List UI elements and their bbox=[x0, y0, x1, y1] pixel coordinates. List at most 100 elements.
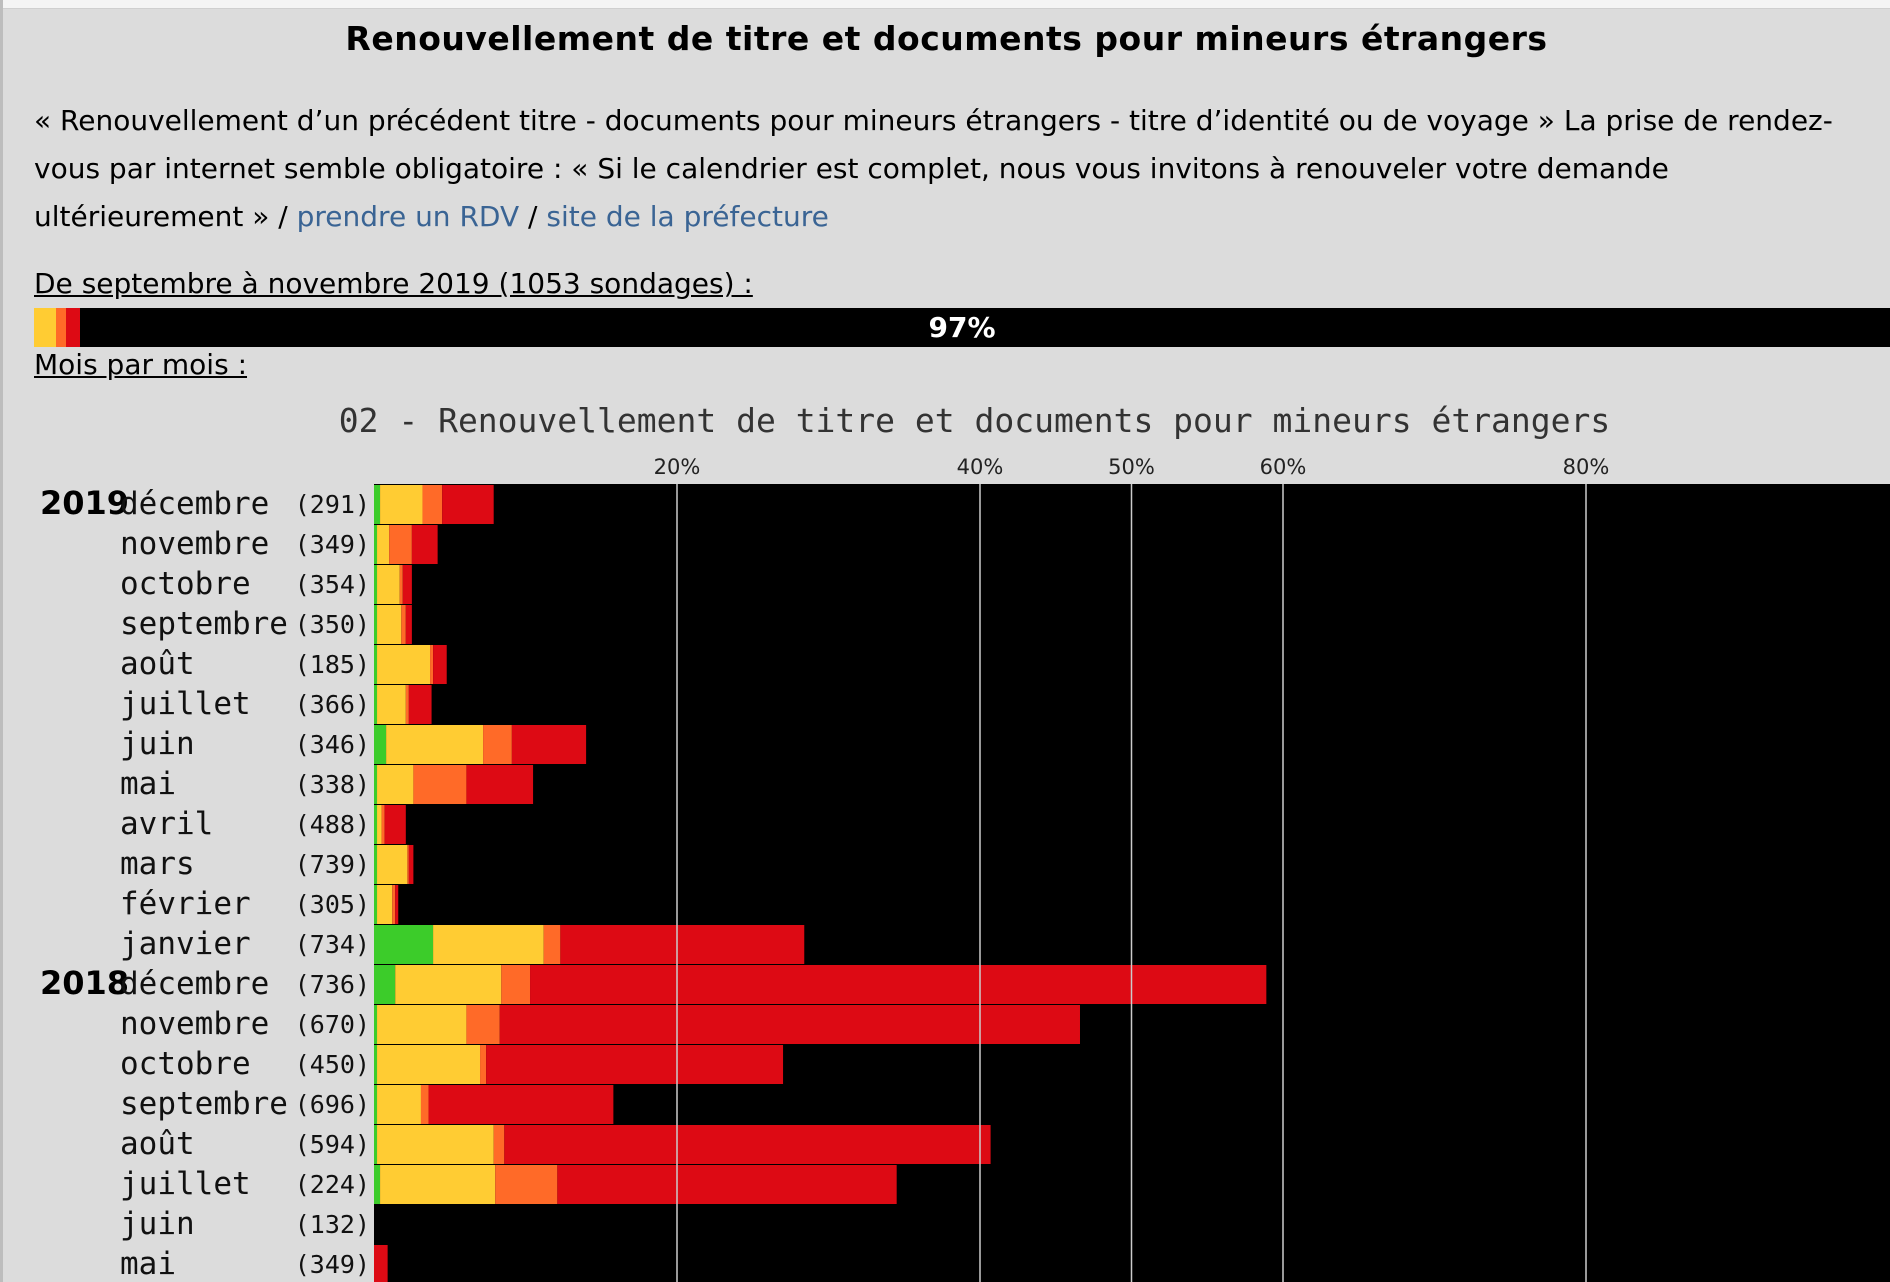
month-label: août bbox=[120, 1126, 195, 1162]
bar-segment-yellow bbox=[377, 805, 382, 844]
bar-segment-orange bbox=[422, 485, 443, 524]
bar-segment-orange bbox=[480, 1045, 487, 1084]
window-left-edge bbox=[0, 0, 3, 1282]
bar-segment-green bbox=[374, 565, 378, 604]
bar-segment-green bbox=[374, 1045, 378, 1084]
summary-segment bbox=[65, 308, 81, 347]
bar-segment-yellow bbox=[386, 725, 484, 764]
bar-segment-orange bbox=[501, 965, 531, 1004]
count-label: (349) bbox=[295, 530, 370, 559]
month-label: septembre bbox=[120, 606, 288, 642]
count-label: (291) bbox=[295, 490, 370, 519]
count-label: (349) bbox=[295, 1250, 370, 1279]
bar-segment-green bbox=[374, 765, 378, 804]
bar-segment-red bbox=[486, 1045, 784, 1084]
count-label: (132) bbox=[295, 1210, 370, 1239]
bar-segment-yellow bbox=[377, 605, 402, 644]
bar-segment-yellow bbox=[377, 1085, 421, 1124]
bar-segment-red bbox=[405, 605, 412, 644]
description-paragraph: « Renouvellement d’un précédent titre - … bbox=[34, 97, 1864, 241]
month-label: juillet bbox=[120, 1166, 251, 1202]
bar-segment-orange bbox=[483, 725, 512, 764]
month-label: décembre bbox=[120, 486, 269, 522]
bar-segment-yellow bbox=[433, 925, 544, 964]
summary-label: De septembre à novembre 2019 (1053 sonda… bbox=[34, 267, 753, 300]
bar-segment-green bbox=[374, 685, 378, 724]
bar-segment-orange bbox=[399, 565, 403, 604]
bar-segment-green bbox=[374, 1125, 378, 1164]
bar-segment-yellow bbox=[380, 1165, 496, 1204]
month-label: janvier bbox=[120, 926, 251, 962]
count-label: (305) bbox=[295, 890, 370, 919]
bar-segment-green bbox=[374, 925, 434, 964]
month-label: mai bbox=[120, 1246, 176, 1282]
bar-segment-green bbox=[374, 885, 378, 924]
month-label: juin bbox=[120, 1206, 195, 1242]
month-label: octobre bbox=[120, 1046, 251, 1082]
count-label: (338) bbox=[295, 770, 370, 799]
bar-segment-green bbox=[374, 605, 378, 644]
bar-segment-red bbox=[466, 765, 534, 804]
tick-label: 80% bbox=[1563, 455, 1610, 479]
month-label: août bbox=[120, 646, 195, 682]
count-label: (734) bbox=[295, 930, 370, 959]
prefecture-link[interactable]: site de la préfecture bbox=[546, 200, 829, 233]
count-label: (670) bbox=[295, 1010, 370, 1039]
bar-segment-red bbox=[408, 845, 414, 884]
count-label: (739) bbox=[295, 850, 370, 879]
bar-segment-red bbox=[374, 1245, 388, 1282]
bar-segment-green bbox=[374, 805, 378, 844]
bar-segment-yellow bbox=[377, 1005, 467, 1044]
month-label: décembre bbox=[120, 966, 269, 1002]
bar-segment-green bbox=[374, 1005, 378, 1044]
bar-segment-red bbox=[442, 485, 494, 524]
bar-segment-red bbox=[433, 645, 447, 684]
month-label: juin bbox=[120, 726, 195, 762]
bar-segment-red bbox=[408, 685, 432, 724]
bar-segment-red bbox=[411, 525, 438, 564]
bar-segment-orange bbox=[495, 1165, 558, 1204]
monthly-label: Mois par mois : bbox=[34, 348, 248, 381]
window-top-edge bbox=[0, 0, 1890, 9]
bar-segment-yellow bbox=[377, 1125, 494, 1164]
bar-segment-orange bbox=[430, 645, 434, 684]
month-label: mars bbox=[120, 846, 195, 882]
bar-segment-orange bbox=[389, 525, 412, 564]
bar-segment-orange bbox=[420, 1085, 429, 1124]
bar-segment-yellow bbox=[377, 645, 431, 684]
bar-segment-green bbox=[374, 485, 381, 524]
bar-segment-red bbox=[530, 965, 1267, 1004]
bar-segment-yellow bbox=[380, 485, 423, 524]
bar-segment-orange bbox=[381, 805, 385, 844]
bar-segment-orange bbox=[493, 1125, 505, 1164]
tick-label: 60% bbox=[1260, 455, 1307, 479]
bar-segment-orange bbox=[407, 845, 409, 884]
month-label: mai bbox=[120, 766, 176, 802]
year-label: 2019 bbox=[40, 484, 129, 522]
count-label: (696) bbox=[295, 1090, 370, 1119]
bar-segment-red bbox=[557, 1165, 897, 1204]
bar-segment-orange bbox=[392, 885, 396, 924]
summary-segment bbox=[56, 308, 66, 347]
bar-segment-orange bbox=[405, 685, 409, 724]
bar-segment-green bbox=[374, 845, 378, 884]
bar-segment-yellow bbox=[377, 565, 400, 604]
count-label: (594) bbox=[295, 1130, 370, 1159]
description-text: « Renouvellement d’un précédent titre - … bbox=[34, 104, 1833, 233]
bar-segment-green bbox=[374, 525, 378, 564]
bar-segment-red bbox=[511, 725, 587, 764]
rdv-link[interactable]: prendre un RDV bbox=[296, 200, 520, 233]
count-label: (450) bbox=[295, 1050, 370, 1079]
month-label: septembre bbox=[120, 1086, 288, 1122]
bar-segment-yellow bbox=[377, 885, 393, 924]
bar-segment-yellow bbox=[377, 525, 390, 564]
month-label: novembre bbox=[120, 1006, 269, 1042]
bar-segment-red bbox=[560, 925, 805, 964]
count-label: (736) bbox=[295, 970, 370, 999]
page-title: Renouvellement de titre et documents pou… bbox=[345, 19, 1548, 58]
bar-segment-red bbox=[384, 805, 406, 844]
count-label: (350) bbox=[295, 610, 370, 639]
bar-segment-green bbox=[374, 1165, 381, 1204]
bar-segment-green bbox=[374, 965, 396, 1004]
